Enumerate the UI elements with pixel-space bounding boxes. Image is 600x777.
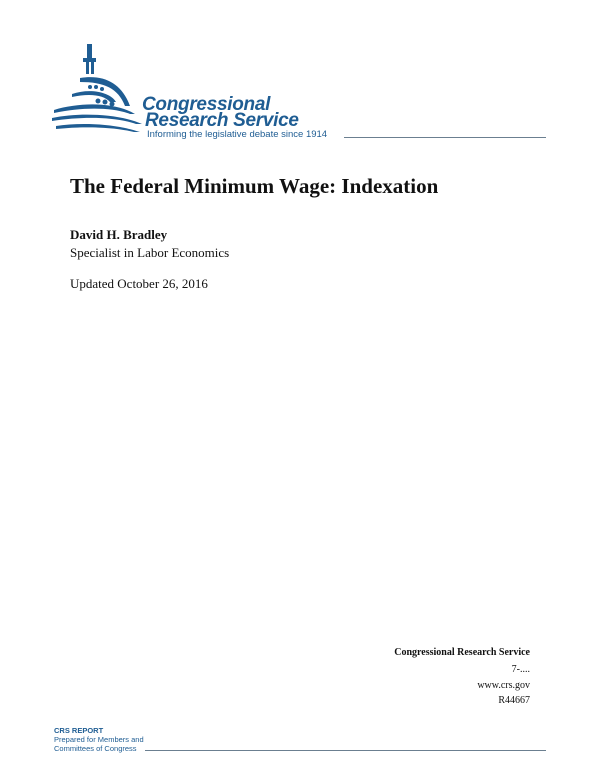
author-title: Specialist in Labor Economics bbox=[70, 245, 230, 260]
report-id: R44667 bbox=[498, 695, 530, 706]
contact-code: 7-.... bbox=[511, 664, 530, 675]
footer-line-2: Prepared for Members and bbox=[54, 735, 144, 744]
document-title: The Federal Minimum Wage: Indexation bbox=[70, 174, 439, 198]
logo-line-2: Research Service bbox=[145, 110, 299, 131]
tagline-divider bbox=[344, 137, 546, 138]
logo-tagline: Informing the legislative debate since 1… bbox=[147, 129, 328, 140]
logo-line-1: Congressional bbox=[142, 94, 271, 115]
capitol-dome-icon bbox=[52, 44, 142, 132]
contact-website: www.crs.gov bbox=[477, 680, 530, 691]
author-name: David H. Bradley bbox=[70, 227, 168, 242]
footer-line-3: Committees of Congress bbox=[54, 744, 137, 753]
footer-label: CRS REPORT bbox=[54, 726, 104, 735]
footer-divider bbox=[145, 750, 546, 751]
contact-org: Congressional Research Service bbox=[394, 647, 530, 658]
updated-date: Updated October 26, 2016 bbox=[70, 276, 208, 291]
